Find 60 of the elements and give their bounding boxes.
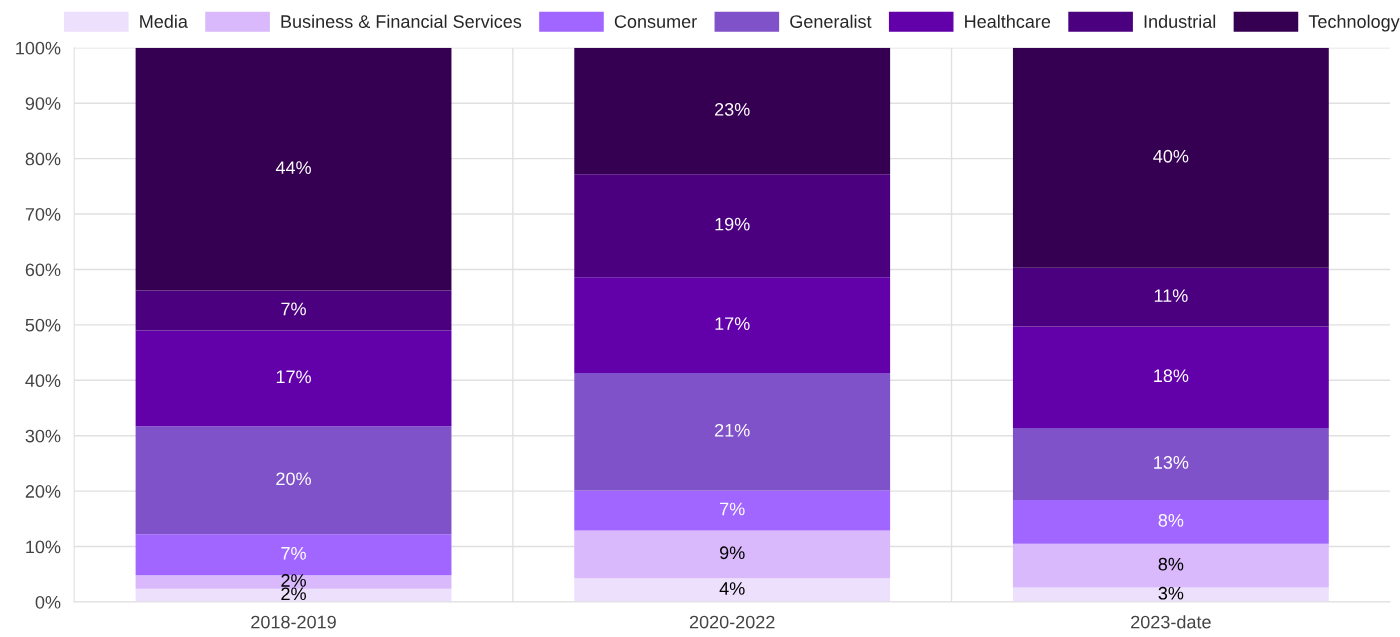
y-tick-label: 60%: [25, 263, 61, 277]
y-tick-label: 50%: [25, 318, 61, 332]
bar: [1012, 326, 1329, 428]
data-label: 2%: [281, 587, 306, 601]
data-label: 7%: [720, 502, 745, 516]
bar: [135, 426, 452, 535]
data-label: 18%: [1154, 369, 1189, 383]
data-label: 2%: [281, 574, 306, 587]
legend-label: Generalist: [790, 14, 872, 28]
bar: [574, 530, 891, 579]
x-tick-label: 2023-date: [1131, 615, 1211, 629]
y-tick-label: 90%: [25, 97, 61, 110]
data-label: 20%: [276, 472, 311, 486]
data-label: 9%: [720, 546, 745, 560]
legend-label: Business & Financial Services: [281, 14, 522, 28]
bar: [574, 373, 891, 491]
data-label: 13%: [1154, 456, 1189, 469]
data-label: 21%: [715, 423, 750, 437]
data-label: 8%: [1158, 557, 1184, 571]
data-label: 4%: [719, 582, 745, 595]
data-label: 17%: [276, 370, 311, 384]
bar: [135, 290, 452, 331]
data-label: 19%: [715, 217, 750, 231]
y-tick-label: 80%: [25, 152, 61, 166]
data-label: 11%: [1154, 289, 1188, 302]
data-label: 23%: [715, 103, 750, 116]
x-tick-label: 2020-2022: [689, 615, 775, 629]
bar: [574, 174, 891, 278]
y-tick-label: 70%: [25, 207, 61, 221]
legend-label: Industrial: [1144, 14, 1216, 28]
data-label: 8%: [1158, 513, 1184, 527]
bar: [574, 277, 891, 374]
bar: [574, 490, 891, 531]
bar: [135, 534, 452, 576]
y-tick-label: 30%: [25, 429, 61, 443]
bar: [135, 47, 452, 291]
data-label: 17%: [715, 317, 750, 330]
data-label: 40%: [1153, 149, 1189, 163]
legend-label: Healthcare: [965, 14, 1051, 28]
bar: [1012, 267, 1329, 327]
bar: [1012, 543, 1329, 588]
y-tick-label: 100%: [16, 41, 61, 55]
x-tick-label: 2018-2019: [251, 615, 336, 629]
y-tick-label: 20%: [25, 485, 61, 498]
data-label: 7%: [281, 302, 306, 316]
y-tick-label: 40%: [25, 374, 61, 388]
bar: [135, 330, 452, 427]
bar: [1012, 427, 1329, 500]
legend-label: Media: [140, 14, 188, 28]
bar: [574, 47, 891, 175]
legend-label: Consumer: [614, 15, 697, 28]
y-tick-label: 10%: [26, 540, 61, 554]
legend-label: Technology: [1308, 14, 1400, 32]
data-label: 7%: [281, 547, 306, 560]
bar: [1012, 47, 1329, 268]
data-label: 3%: [1158, 586, 1184, 600]
bar: [1012, 499, 1329, 544]
y-tick-label: 0%: [35, 595, 61, 609]
bar: [574, 578, 891, 602]
data-label: 44%: [275, 161, 311, 174]
